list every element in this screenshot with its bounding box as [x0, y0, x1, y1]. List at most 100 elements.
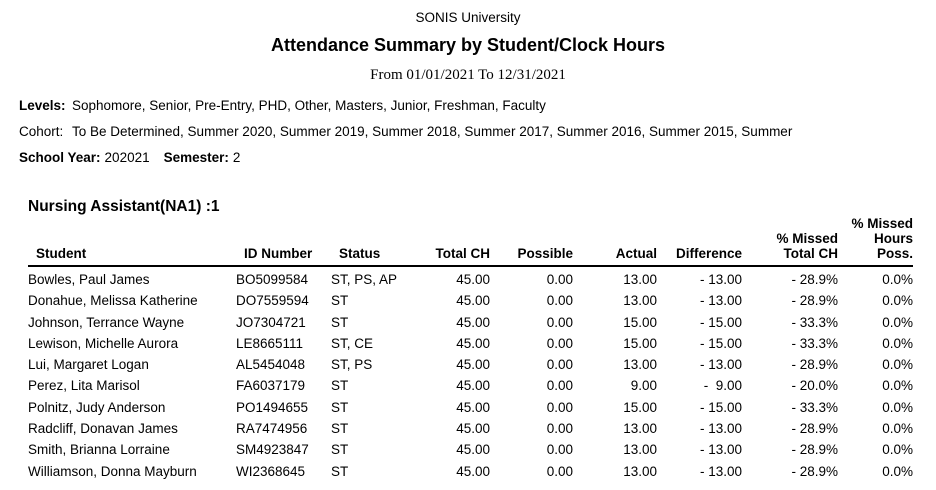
table-row: Perez, Lita Marisol FA6037179 ST 45.00 0… — [28, 375, 913, 396]
total-ch-cell: 45.00 — [456, 378, 490, 394]
id-number-cell: DO7559594 — [236, 293, 309, 309]
pct-missed-hours-poss-cell: 0.0% — [882, 335, 913, 351]
total-ch-cell: 45.00 — [456, 272, 490, 287]
table-row: Bowles, Paul James BO5099584 ST, PS, AP … — [28, 266, 913, 290]
total-ch-cell: 45.00 — [456, 399, 490, 415]
total-ch-cell: 45.00 — [456, 357, 490, 373]
status-cell: ST — [331, 378, 349, 394]
table-row: Donahue, Melissa Katherine DO7559594 ST … — [28, 290, 913, 311]
pct-missed-total-ch-cell: - 33.3% — [791, 399, 838, 415]
actual-cell: 13.00 — [623, 272, 657, 287]
status-cell: ST — [331, 293, 349, 309]
report-title: Attendance Summary by Student/Clock Hour… — [270, 35, 666, 55]
column-header-student: Student — [28, 216, 236, 267]
pct-missed-hours-poss-cell: 0.0% — [882, 421, 913, 437]
total-ch-cell: 45.00 — [456, 314, 490, 330]
student-name-cell: Lui, Margaret Logan — [28, 357, 149, 373]
status-cell: ST — [331, 314, 349, 330]
actual-cell: 15.00 — [623, 399, 657, 415]
organization-name: SONIS University — [415, 10, 521, 25]
column-header-difference: Difference — [657, 216, 742, 267]
possible-cell: 0.00 — [546, 378, 573, 394]
difference-cell: - 15.00 — [699, 399, 742, 415]
school-year-label: School Year: — [19, 150, 101, 165]
levels-label: Levels: — [19, 98, 66, 113]
table-row: Williamson, Donna Mayburn WI2368645 ST 4… — [28, 461, 913, 490]
pct-missed-total-ch-cell: - 33.3% — [791, 335, 838, 351]
status-cell: ST, CE — [331, 335, 374, 351]
actual-cell: 15.00 — [623, 335, 657, 351]
program-section-title: Nursing Assistant(NA1) :1 — [28, 198, 220, 215]
actual-cell: 13.00 — [623, 357, 657, 373]
table-row: Smith, Brianna Lorraine SM4923847 ST 45.… — [28, 439, 913, 460]
possible-cell: 0.00 — [546, 335, 573, 351]
pct-missed-total-ch-cell: - 28.9% — [791, 421, 838, 437]
semester-label: Semester: — [163, 150, 229, 165]
id-number-cell: AL5454048 — [236, 357, 306, 373]
difference-cell: - 13.00 — [699, 421, 742, 437]
status-cell: ST — [331, 421, 349, 437]
possible-cell: 0.00 — [546, 421, 573, 437]
pct-missed-hours-poss-cell: 0.0% — [882, 463, 913, 479]
possible-cell: 0.00 — [546, 314, 573, 330]
pct-missed-hours-poss-cell: 0.0% — [882, 357, 913, 373]
id-number-cell: FA6037179 — [236, 378, 306, 394]
pct-missed-hours-poss-cell: 0.0% — [882, 399, 913, 415]
student-name-cell: Smith, Brianna Lorraine — [28, 442, 170, 458]
difference-cell: - 13.00 — [699, 272, 742, 287]
pct-missed-hours-poss-cell: 0.0% — [882, 378, 913, 394]
actual-cell: 13.00 — [623, 421, 657, 437]
column-header-actual: Actual — [573, 216, 657, 267]
pct-missed-total-ch-cell: - 33.3% — [791, 314, 838, 330]
difference-cell: - 13.00 — [699, 357, 742, 373]
student-name-cell: Perez, Lita Marisol — [28, 378, 140, 394]
id-number-cell: PO1494655 — [236, 399, 309, 415]
status-cell: ST, PS, AP — [331, 272, 398, 287]
total-ch-cell: 45.00 — [456, 421, 490, 437]
column-header-id-number: ID Number — [236, 216, 331, 267]
attendance-table: Student ID Number Status Total CH Possib… — [28, 216, 913, 490]
levels-line: Levels: Sophomore, Senior, Pre-Entry, PH… — [19, 98, 916, 114]
id-number-cell: JO7304721 — [236, 314, 306, 330]
levels-value: Sophomore, Senior, Pre-Entry, PHD, Other… — [72, 98, 546, 113]
pct-missed-total-ch-cell: - 28.9% — [791, 272, 838, 287]
table-row: Polnitz, Judy Anderson PO1494655 ST 45.0… — [28, 397, 913, 418]
id-number-cell: SM4923847 — [236, 442, 309, 458]
id-number-cell: LE8665111 — [236, 335, 304, 351]
possible-cell: 0.00 — [546, 293, 573, 309]
cohort-line: Cohort: To Be Determined, Summer 2020, S… — [19, 124, 916, 140]
student-name-cell: Lewison, Michelle Aurora — [28, 335, 179, 351]
difference-cell: - 13.00 — [699, 442, 742, 458]
status-cell: ST, PS — [331, 357, 373, 373]
pct-missed-hours-poss-cell: 0.0% — [882, 314, 913, 330]
table-body: Bowles, Paul James BO5099584 ST, PS, AP … — [28, 266, 913, 490]
pct-missed-hours-poss-cell: 0.0% — [882, 272, 913, 287]
student-name-cell: Donahue, Melissa Katherine — [28, 293, 198, 309]
difference-cell: - 13.00 — [699, 463, 742, 479]
report-header: SONIS University Attendance Summary by S… — [0, 0, 936, 85]
student-name-cell: Bowles, Paul James — [28, 272, 150, 287]
actual-cell: 13.00 — [623, 463, 657, 479]
id-number-cell: WI2368645 — [236, 463, 306, 479]
date-range: From 01/01/2021 To 12/31/2021 — [370, 67, 566, 83]
column-header-pct-missed-total-ch: % Missed Total CH — [742, 216, 838, 267]
semester-value: 2 — [232, 150, 241, 165]
column-header-pct-missed-hours-poss: % Missed Hours Poss. — [838, 216, 913, 267]
status-cell: ST — [331, 442, 349, 458]
difference-cell: - 13.00 — [699, 293, 742, 309]
status-cell: ST — [331, 463, 349, 479]
pct-missed-total-ch-cell: - 28.9% — [791, 293, 838, 309]
table-row: Lui, Margaret Logan AL5454048 ST, PS 45.… — [28, 354, 913, 375]
pct-missed-hours-poss-cell: 0.0% — [882, 293, 913, 309]
table-row: Radcliff, Donavan James RA7474956 ST 45.… — [28, 418, 913, 439]
possible-cell: 0.00 — [546, 357, 573, 373]
table-row: Lewison, Michelle Aurora LE8665111 ST, C… — [28, 333, 913, 354]
total-ch-cell: 45.00 — [456, 335, 490, 351]
difference-cell: - 15.00 — [699, 314, 742, 330]
cohort-value: To Be Determined, Summer 2020, Summer 20… — [72, 124, 793, 139]
possible-cell: 0.00 — [546, 463, 573, 479]
total-ch-cell: 45.00 — [456, 293, 490, 309]
student-name-cell: Polnitz, Judy Anderson — [28, 399, 166, 415]
possible-cell: 0.00 — [546, 399, 573, 415]
